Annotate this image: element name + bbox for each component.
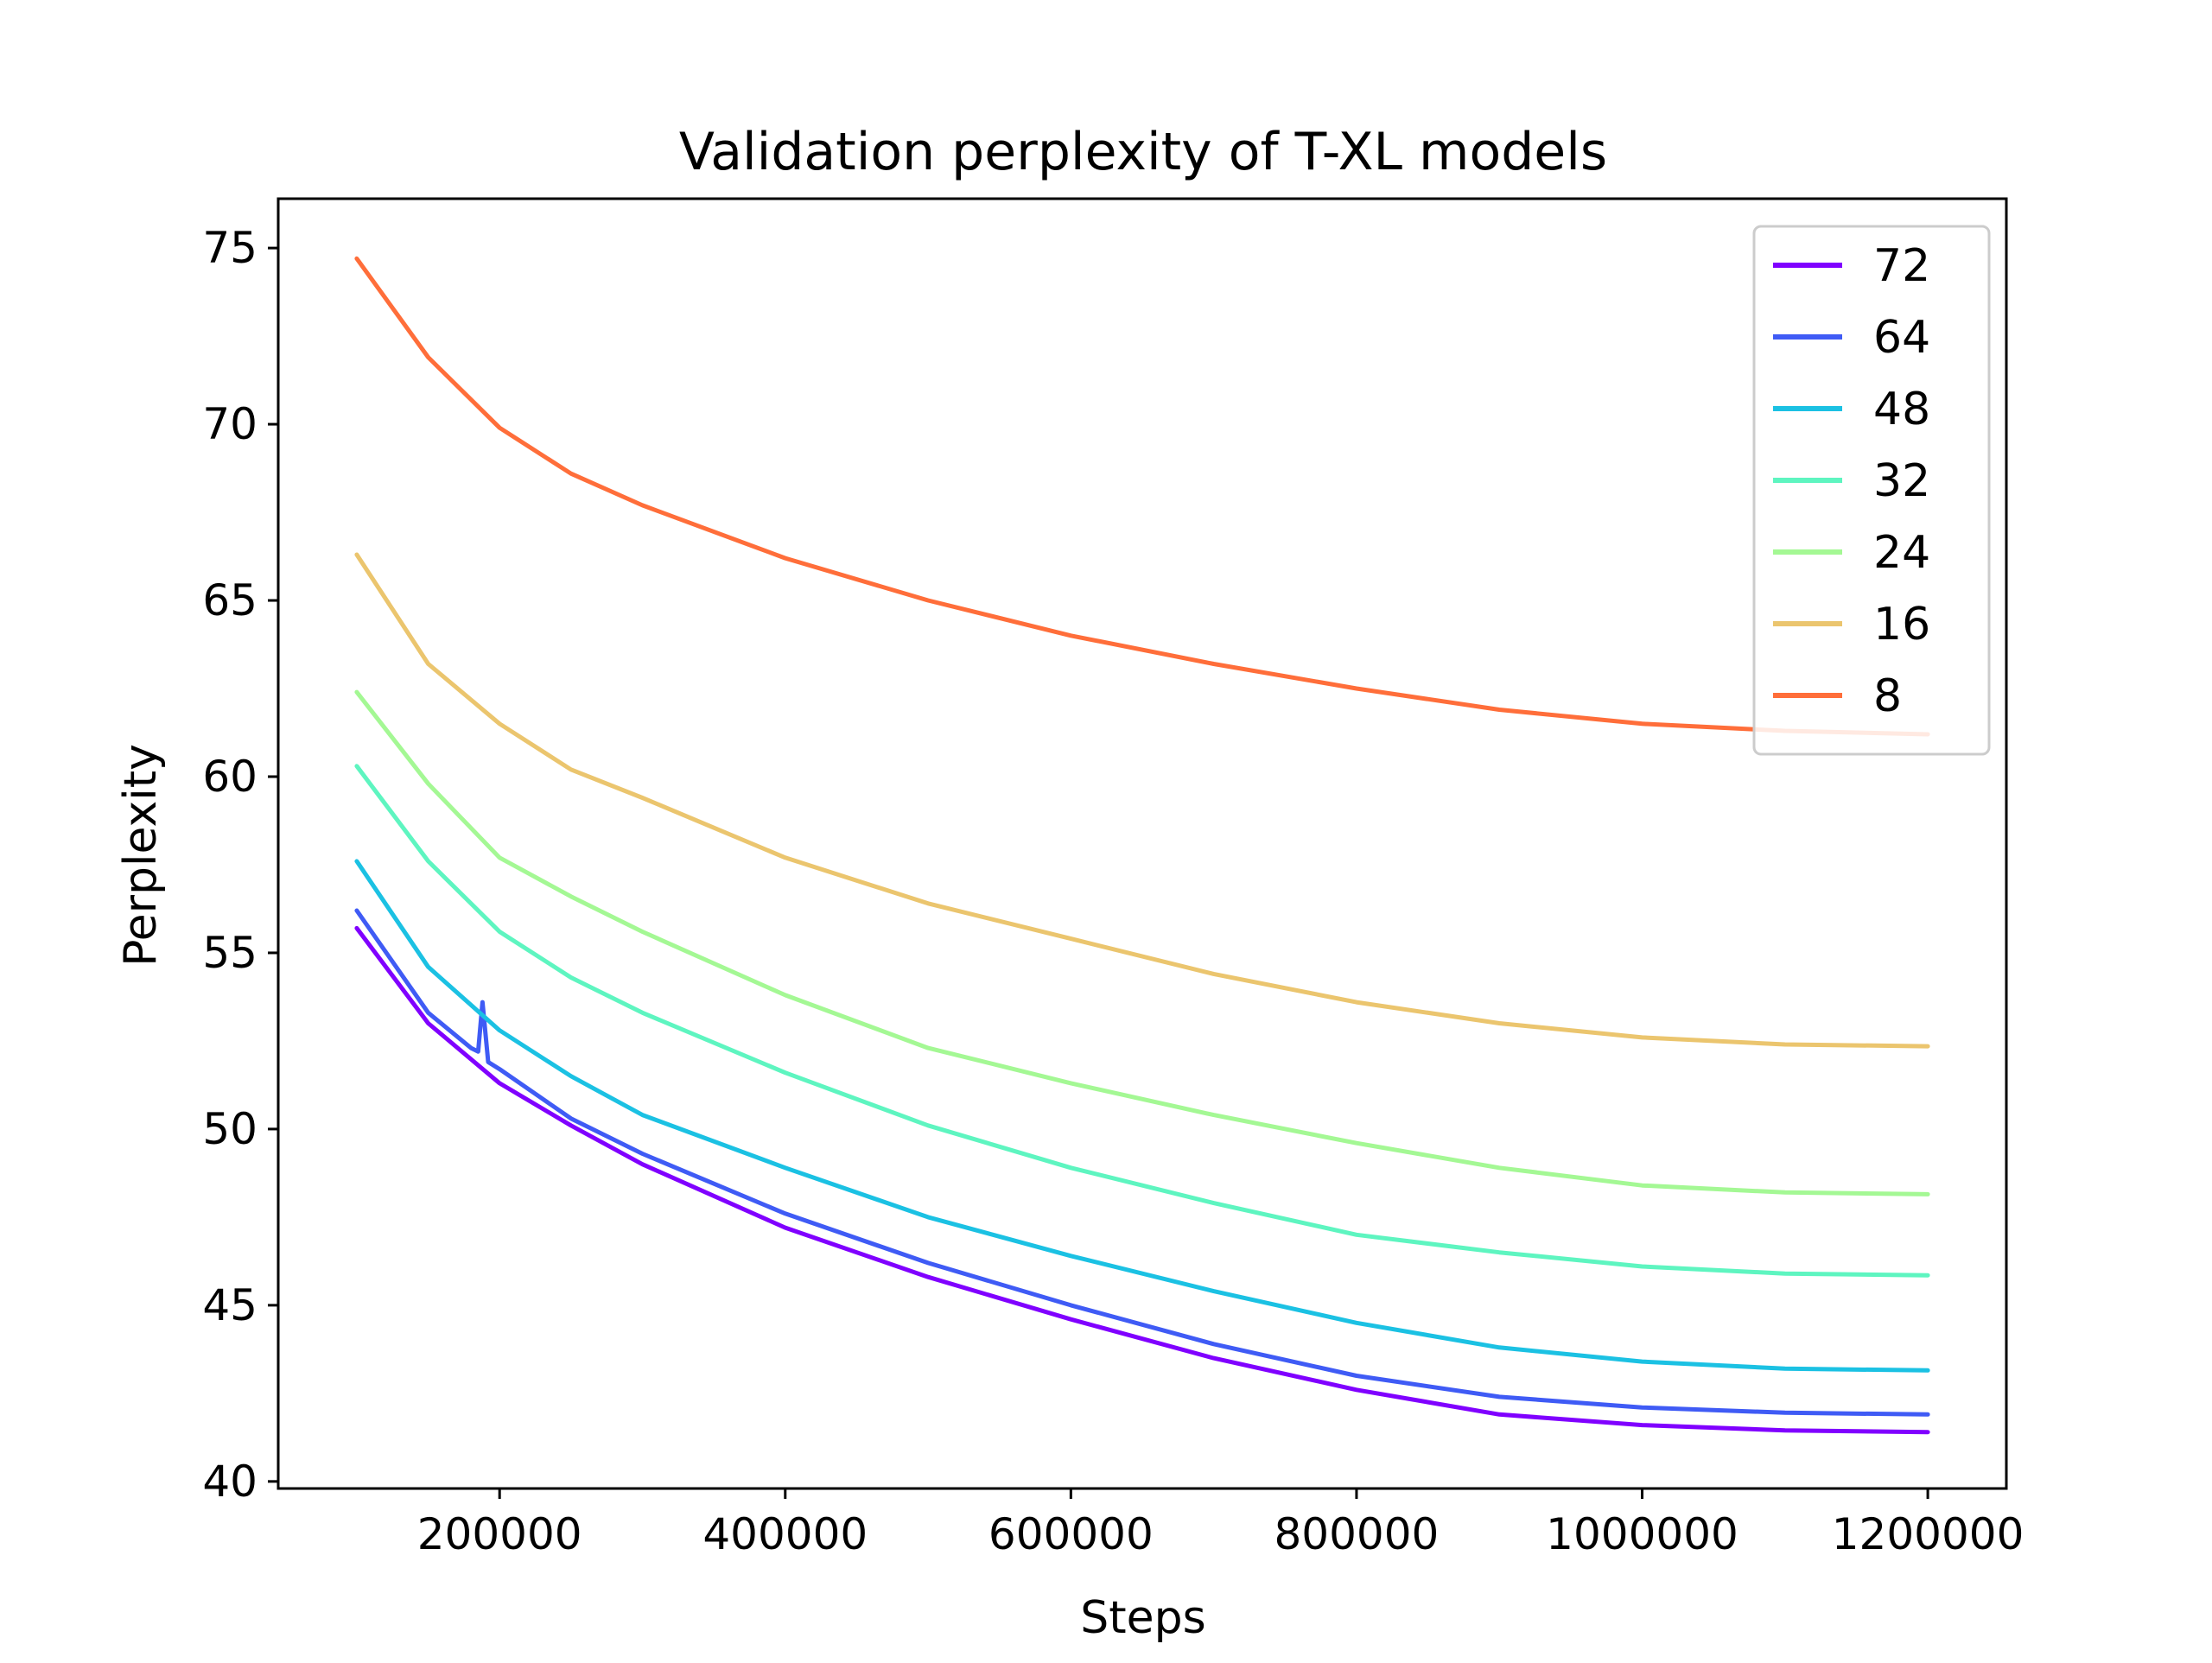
- series-line-72: [354, 925, 1930, 1435]
- y-tick-label: 75: [202, 223, 257, 273]
- legend-box: [1752, 225, 1991, 756]
- legend: 72 64 48 32 24 16 8: [1752, 225, 1991, 756]
- series-line-8: [354, 256, 1930, 737]
- y-tick-label: 65: [202, 575, 257, 625]
- legend-label-48: 48: [1873, 384, 1930, 435]
- series-line-48: [354, 859, 1930, 1373]
- axes-frame: [276, 197, 2008, 1490]
- chart-title: Validation perplexity of T-XL models: [679, 122, 1607, 182]
- series-line-64: [354, 908, 1930, 1417]
- legend-label-64: 64: [1873, 312, 1930, 364]
- legend-label-24: 24: [1873, 527, 1930, 579]
- x-tick-label: 800000: [1274, 1509, 1439, 1559]
- y-tick-label: 50: [202, 1104, 257, 1154]
- x-tick-label: 200000: [417, 1509, 582, 1559]
- y-tick-label: 40: [202, 1457, 257, 1507]
- x-tick-label: 600000: [988, 1509, 1154, 1559]
- x-tick-label: 1200000: [1832, 1509, 2024, 1559]
- plot-area: [354, 256, 1930, 1435]
- series-line-24: [354, 689, 1930, 1196]
- y-tick-label: 70: [202, 399, 257, 449]
- legend-label-8: 8: [1873, 670, 1902, 722]
- series-line-32: [354, 764, 1930, 1278]
- y-tick-label: 60: [202, 752, 257, 802]
- y-tick-label: 55: [202, 928, 257, 978]
- y-axis-label: Perplexity: [115, 744, 167, 967]
- x-axis-label: Steps: [1080, 1592, 1206, 1644]
- series-line-16: [354, 552, 1930, 1049]
- legend-label-72: 72: [1873, 240, 1930, 292]
- x-tick-label: 1000000: [1546, 1509, 1738, 1559]
- legend-label-16: 16: [1873, 599, 1930, 651]
- legend-label-32: 32: [1873, 455, 1930, 507]
- ticks-layer: 200000 400000 600000 800000 1000000 1200000 40…: [202, 223, 2024, 1559]
- x-tick-label: 400000: [702, 1509, 868, 1559]
- y-tick-label: 45: [202, 1280, 257, 1330]
